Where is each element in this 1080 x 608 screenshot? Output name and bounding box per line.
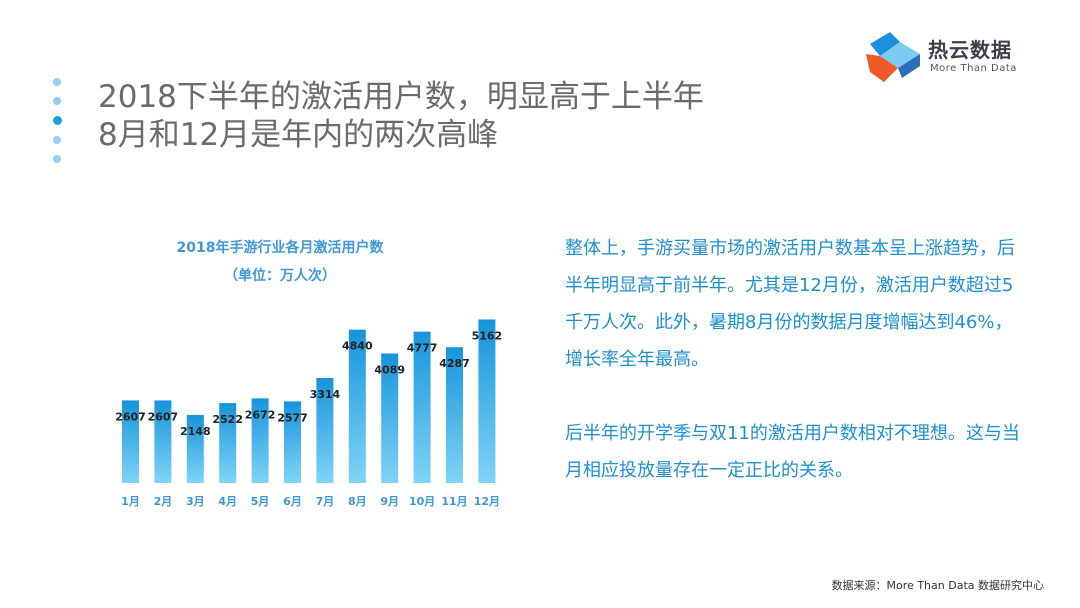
commentary-paragraph-2: 后半年的开学季与双11的激活用户数相对不理想。这与当月相应投放量存在一定正比的关… [565, 423, 1020, 481]
chart-subtitle: （单位：万人次） [224, 268, 336, 284]
x-tick-label: 6月 [283, 495, 302, 508]
x-tick-label: 2月 [154, 495, 173, 508]
brand-logo-icon [866, 32, 920, 82]
bar-12月 [478, 319, 496, 483]
bar-7月 [316, 378, 334, 483]
x-tick-label: 10月 [409, 495, 435, 508]
bar-3月 [186, 414, 204, 483]
bar-10月 [413, 331, 431, 483]
x-tick-label: 1月 [121, 495, 140, 508]
x-tick-label: 9月 [380, 495, 399, 508]
data-label: 4287 [439, 357, 470, 370]
slide-title-line1: 2018下半年的激活用户数，明显高于上半年 [98, 79, 704, 115]
bar-4月 [219, 403, 237, 483]
data-label: 4840 [342, 340, 373, 353]
bar-9月 [381, 353, 399, 483]
x-tick-label: 5月 [251, 495, 270, 508]
pagination-dot [53, 78, 61, 86]
data-label: 2522 [212, 413, 243, 426]
bar-2月 [154, 400, 172, 483]
x-tick-label: 8月 [348, 495, 367, 508]
pagination-dot [53, 97, 61, 105]
data-label: 3314 [310, 388, 341, 401]
bar-1月 [122, 400, 139, 483]
commentary-paragraph-1: 整体上，手游买量市场的激活用户数基本呈上涨趋势，后半年明显高于前半年。尤其是12… [565, 238, 1015, 370]
pagination-dot [53, 136, 61, 144]
bar-11月 [446, 347, 463, 483]
data-label: 2148 [180, 425, 211, 438]
data-label: 2607 [115, 410, 146, 423]
x-tick-label: 3月 [186, 495, 205, 508]
x-tick-label: 12月 [474, 495, 500, 508]
slide-title: 2018下半年的激活用户数，明显高于上半年 8月和12月是年内的两次高峰 [98, 78, 704, 154]
data-label: 4777 [407, 342, 438, 355]
bar-8月 [348, 329, 366, 483]
x-tick-label: 7月 [316, 495, 335, 508]
data-label: 2607 [148, 410, 179, 423]
data-label: 2672 [245, 408, 276, 421]
chart-title: 2018年手游行业各月激活用户数 [176, 240, 384, 256]
pagination-dot-active [53, 116, 62, 125]
data-label: 5162 [472, 329, 503, 342]
bar-6月 [284, 401, 301, 483]
x-tick-label: 11月 [441, 495, 467, 508]
bar-chart: 2607 1月 2607 2月 2148 3月 2522 4月 2672 5月 2577 6月 3314… [115, 319, 503, 508]
bar-5月 [251, 398, 269, 483]
brand-name: 热云数据 [928, 38, 1012, 62]
brand-logo: 热云数据 More Than Data [862, 28, 1062, 88]
x-tick-label: 4月 [218, 495, 237, 508]
data-source: 数据来源：More Than Data 数据研究中心 [831, 579, 1044, 592]
slide-title-line2: 8月和12月是年内的两次高峰 [98, 117, 499, 153]
pagination-dot [53, 155, 61, 163]
chart-title-block: 2018年手游行业各月激活用户数 （单位：万人次） [140, 234, 420, 290]
data-label: 2577 [277, 411, 308, 424]
commentary: 整体上，手游买量市场的激活用户数基本呈上涨趋势，后半年明显高于前半年。尤其是12… [565, 230, 1025, 526]
pagination-dots [53, 78, 65, 174]
data-label: 4089 [374, 363, 405, 376]
brand-tagline: More Than Data [930, 63, 1017, 74]
